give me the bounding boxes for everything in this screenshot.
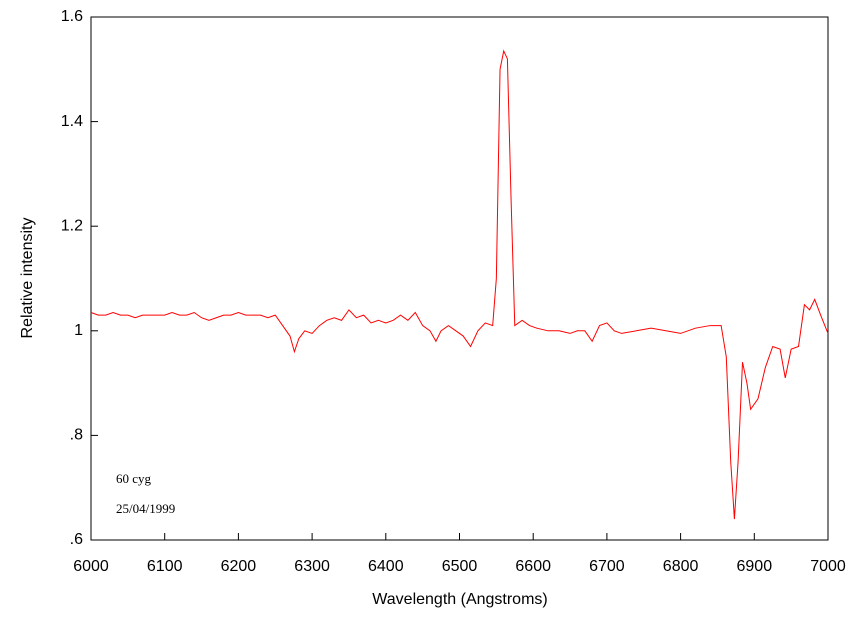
x-tick-label: 6400 bbox=[368, 558, 404, 575]
spectrum-line bbox=[90, 49, 829, 520]
y-axis-label: Relative intensity bbox=[19, 218, 36, 339]
x-tick-label: 6600 bbox=[515, 558, 551, 575]
annotation: 25/04/1999 bbox=[116, 501, 175, 516]
y-tick-label: 1.2 bbox=[61, 217, 83, 234]
x-tick-label: 6800 bbox=[663, 558, 699, 575]
y-tick-label: .6 bbox=[70, 531, 83, 548]
x-tick-label: 6500 bbox=[442, 558, 478, 575]
annotation: 60 cyg bbox=[116, 471, 152, 486]
x-tick-label: 7000 bbox=[810, 558, 846, 575]
y-tick-label: 1.6 bbox=[61, 8, 83, 25]
plot-frame bbox=[90, 16, 829, 541]
x-tick-label: 6000 bbox=[73, 558, 109, 575]
y-tick-label: 1.4 bbox=[61, 113, 83, 130]
y-tick-label: 1 bbox=[74, 322, 83, 339]
x-axis-label: Wavelength (Angstroms) bbox=[372, 591, 547, 608]
x-tick-label: 6300 bbox=[294, 558, 330, 575]
x-tick-label: 6700 bbox=[589, 558, 625, 575]
x-tick-label: 6900 bbox=[737, 558, 773, 575]
x-tick-label: 6100 bbox=[147, 558, 183, 575]
y-tick-label: .8 bbox=[70, 427, 83, 444]
x-tick-label: 6200 bbox=[221, 558, 257, 575]
